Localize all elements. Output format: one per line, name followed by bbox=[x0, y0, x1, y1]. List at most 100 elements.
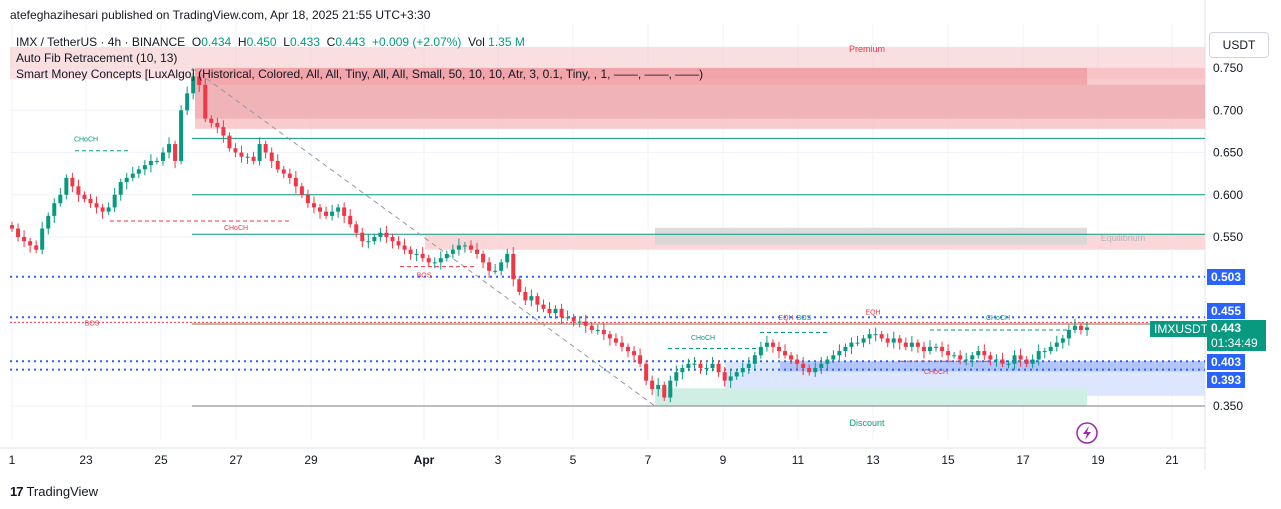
candle bbox=[783, 351, 788, 356]
candle bbox=[390, 237, 395, 242]
equilibrium-label: Equilibrium bbox=[1101, 233, 1146, 243]
candle bbox=[257, 144, 262, 161]
symbol-name[interactable]: IMX / TetherUS · 4h · BINANCE bbox=[16, 35, 186, 49]
indicator-fib[interactable]: Auto Fib Retracement (10, 13) bbox=[16, 51, 178, 65]
candle bbox=[179, 110, 184, 161]
candle bbox=[698, 363, 703, 368]
candle bbox=[487, 262, 492, 271]
indicator-smc[interactable]: Smart Money Concepts [LuxAlgo] (Historic… bbox=[16, 67, 704, 81]
candle bbox=[106, 207, 111, 212]
candle bbox=[813, 367, 818, 373]
candle bbox=[311, 203, 316, 208]
structure-label: BOS bbox=[797, 315, 812, 322]
candle bbox=[342, 207, 347, 216]
legend: IMX / TetherUS · 4h · BINANCE O0.434 H0.… bbox=[16, 34, 703, 82]
close-value: 0.443 bbox=[335, 35, 366, 49]
candle bbox=[613, 338, 618, 343]
candle bbox=[299, 186, 304, 195]
supply-zone-dark bbox=[195, 68, 1087, 85]
candle bbox=[946, 351, 951, 356]
countdown-tag: 01:34:49 bbox=[1207, 335, 1266, 351]
candle bbox=[994, 359, 999, 361]
candle bbox=[281, 169, 286, 174]
candle bbox=[167, 144, 172, 153]
candle bbox=[758, 346, 763, 356]
candle bbox=[770, 342, 775, 347]
candle bbox=[940, 346, 945, 352]
candle bbox=[1066, 329, 1071, 339]
candle bbox=[843, 346, 848, 352]
candle bbox=[553, 308, 558, 314]
candle bbox=[789, 355, 794, 360]
candle bbox=[100, 207, 105, 212]
candle bbox=[408, 249, 413, 254]
candle bbox=[251, 156, 256, 161]
change-value: +0.009 (+2.07%) bbox=[372, 35, 462, 49]
candle bbox=[704, 367, 709, 369]
candle bbox=[481, 253, 486, 263]
candle bbox=[263, 144, 268, 153]
candle bbox=[173, 144, 178, 161]
currency-button[interactable]: USDT bbox=[1209, 32, 1269, 58]
candle bbox=[142, 165, 147, 170]
candle bbox=[650, 380, 655, 390]
candle bbox=[921, 346, 926, 352]
price-tag-503: 0.503 bbox=[1207, 269, 1246, 285]
structure-label: CHoCH bbox=[74, 137, 98, 144]
open-value: 0.434 bbox=[201, 35, 232, 49]
candle bbox=[221, 127, 226, 136]
candle bbox=[450, 249, 455, 254]
candle bbox=[565, 317, 570, 319]
candle bbox=[154, 160, 159, 162]
candle bbox=[752, 355, 757, 364]
candle bbox=[456, 245, 461, 250]
time-tick-label: 15 bbox=[941, 453, 955, 467]
candle bbox=[46, 215, 51, 229]
candle bbox=[541, 304, 546, 309]
candle bbox=[976, 351, 981, 356]
candle bbox=[716, 363, 721, 373]
candle bbox=[517, 279, 522, 292]
candle bbox=[728, 376, 733, 381]
footer-brand[interactable]: 17 TradingView bbox=[10, 484, 98, 499]
candle bbox=[70, 177, 75, 187]
candle bbox=[1072, 325, 1077, 330]
candle bbox=[336, 207, 341, 212]
candle bbox=[354, 224, 359, 233]
candle bbox=[239, 152, 244, 157]
candle bbox=[124, 177, 129, 183]
low-value: 0.433 bbox=[289, 35, 320, 49]
candle bbox=[837, 351, 842, 356]
price-tag-403: 0.403 bbox=[1207, 354, 1246, 370]
candle bbox=[680, 367, 685, 373]
candle bbox=[746, 363, 751, 368]
ticker-tag: IMXUSDT bbox=[1150, 321, 1212, 337]
candle bbox=[82, 194, 87, 199]
time-tick-label: 23 bbox=[79, 453, 93, 467]
structure-label: EQH bbox=[778, 315, 793, 322]
candle bbox=[324, 211, 329, 216]
candle bbox=[511, 253, 516, 280]
candle bbox=[825, 359, 830, 364]
candle bbox=[269, 152, 274, 161]
price-tick-label: 0.700 bbox=[1213, 103, 1243, 117]
price-tick-label: 0.550 bbox=[1213, 230, 1243, 244]
candle bbox=[819, 363, 824, 368]
candle bbox=[668, 380, 673, 398]
candle bbox=[1085, 327, 1089, 330]
candle bbox=[28, 241, 33, 246]
candle bbox=[849, 342, 854, 347]
candle bbox=[112, 194, 117, 208]
demand-zone-dark bbox=[780, 361, 1205, 372]
structure-label: EQH bbox=[865, 310, 880, 317]
candle bbox=[523, 291, 528, 301]
candle bbox=[734, 372, 739, 377]
candle bbox=[378, 232, 383, 237]
candle bbox=[1024, 359, 1029, 364]
candle bbox=[330, 211, 335, 216]
volume-value: 1.35 M bbox=[488, 35, 525, 49]
candle bbox=[94, 203, 99, 208]
discount-zone bbox=[655, 388, 1087, 406]
candle bbox=[662, 384, 667, 398]
